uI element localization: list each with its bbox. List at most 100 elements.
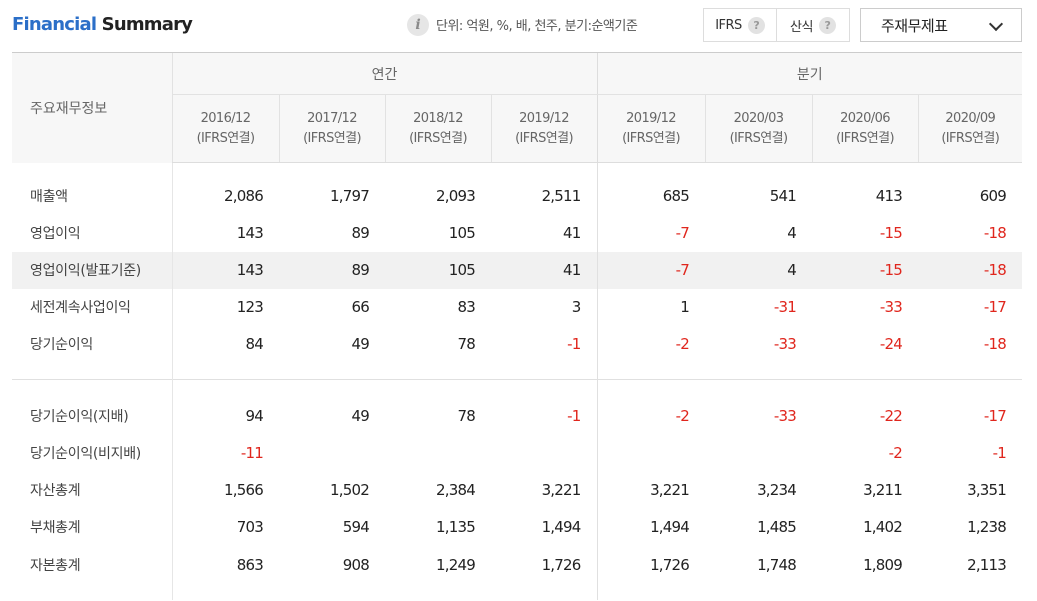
statement-select[interactable]: 주재무제표 (860, 8, 1022, 42)
statement-select-value: 주재무제표 (881, 16, 948, 35)
value-cell: -1 (992, 443, 1007, 462)
info-icon[interactable]: i (407, 14, 429, 36)
summary-header: Financial Summary i 단위: 억원, %, 배, 천주, 분기… (0, 0, 1037, 50)
chevron-down-icon (988, 16, 1004, 32)
formula-help-icon[interactable]: ? (818, 16, 836, 34)
value-cell: 89 (351, 224, 370, 242)
value-cell: -31 (773, 298, 797, 316)
section-divider (12, 379, 1023, 380)
value-cell: 1,238 (967, 517, 1007, 536)
value-cell: 3,221 (541, 480, 582, 499)
value-cell: 3,234 (757, 480, 797, 499)
title-highlight: Financial (12, 14, 97, 35)
value-cell: 3,351 (967, 480, 1007, 499)
value-cell: 1,494 (541, 517, 582, 536)
table-row: 자산총계 1,566 1,502 2,384 3,221 3,221 3,234 3,211 3… (12, 471, 1022, 508)
table-body: 매출액 2,086 1,797 2,093 2,511 685 541 413 609 영업이익 1… (12, 162, 1023, 600)
value-cell: 908 (342, 556, 370, 574)
value-cell: 89 (279, 251, 385, 289)
value-cell: 413 (875, 187, 903, 205)
value-cell: 3,211 (863, 480, 903, 499)
table-row: 부채총계 703 594 1,135 1,494 1,494 1,485 1,402 1,238 (12, 508, 1022, 545)
row-label: 부채총계 (30, 519, 81, 536)
ifrs-toggle[interactable]: IFRS ? (704, 9, 776, 41)
group-annual: 연간 (171, 52, 598, 95)
table-row: 당기순이익(비지배) -11 -2 -1 (12, 434, 1022, 471)
value-cell: 1,494 (596, 508, 706, 545)
value-cell: 1,726 (541, 556, 582, 574)
value-cell: 1,135 (436, 517, 476, 536)
spacer-row (12, 585, 1022, 600)
formula-label: 산식 (790, 19, 813, 35)
value-cell: -33 (879, 298, 903, 316)
table-row: 세전계속사업이익 123 66 83 3 1 -31 -33 -17 (12, 288, 1022, 326)
table-row: 자본총계 863 908 1,249 1,726 1,726 1,748 1,809 2,113 (12, 545, 1022, 585)
value-cell: 84 (171, 325, 279, 363)
value-cell: 94 (171, 397, 279, 434)
value-cell: 1,809 (863, 556, 903, 574)
value-cell: 1,249 (436, 556, 476, 574)
ifrs-help-icon[interactable]: ? (747, 16, 765, 34)
row-label: 매출액 (30, 189, 68, 205)
header-row-groups: 주요재무정보 연간 분기 (12, 52, 1023, 163)
column-header: 2020/06 (IFRS연결) (811, 94, 919, 163)
value-cell: 594 (342, 517, 370, 536)
section-title: Financial Summary (12, 14, 193, 35)
value-cell: 1,797 (330, 187, 370, 205)
value-cell: 143 (171, 214, 279, 252)
row-label: 영업이익(발표기준) (12, 251, 172, 289)
value-cell: 41 (563, 224, 581, 242)
spacer-row (12, 162, 1022, 178)
ifrs-label: IFRS (715, 17, 742, 33)
value-cell (596, 434, 706, 471)
row-header-label: 주요재무정보 (12, 52, 172, 163)
value-cell: 4 (787, 224, 797, 242)
value-cell: 78 (457, 335, 476, 353)
value-cell: -18 (983, 335, 1007, 353)
row-label: 자산총계 (30, 482, 81, 499)
column-header: 2019/12 (IFRS연결) (490, 94, 598, 163)
row-label: 당기순이익(비지배) (30, 445, 141, 462)
value-cell: 105 (448, 224, 476, 242)
value-cell: 2,113 (967, 556, 1007, 574)
row-label: 당기순이익(지배) (30, 408, 129, 425)
value-cell (491, 434, 597, 471)
value-cell: -7 (596, 214, 706, 252)
financial-summary-table: 주요재무정보 연간 분기 2016/12 (IFRS연결) 2017/12 (IFR… (12, 52, 1023, 600)
formula-toggle[interactable]: 산식 ? (776, 9, 849, 41)
value-cell: 703 (171, 508, 279, 545)
value-cell: 1,566 (171, 471, 279, 508)
value-cell: -33 (773, 406, 797, 425)
value-cell: 3 (571, 298, 582, 316)
title-rest: Summary (96, 14, 193, 35)
value-cell: 49 (351, 406, 370, 425)
value-cell: 1,502 (330, 480, 370, 499)
column-header: 2017/12 (IFRS연결) (278, 94, 385, 163)
value-cell: -15 (879, 224, 903, 242)
value-cell: -33 (773, 335, 797, 353)
value-cell: 41 (491, 251, 598, 289)
column-header: 2018/12 (IFRS연결) (384, 94, 491, 163)
column-header: 2016/12 (IFRS연결) (171, 94, 279, 163)
row-label: 자본총계 (30, 558, 81, 574)
column-header: 2020/03 (IFRS연결) (704, 94, 813, 163)
value-cell: 143 (171, 251, 279, 289)
value-cell: -11 (171, 434, 279, 471)
value-cell: 1,726 (596, 545, 706, 585)
value-cell: 863 (171, 545, 279, 585)
value-cell: 1 (596, 288, 706, 326)
value-cell: 83 (457, 298, 476, 316)
value-cell: 2,384 (436, 480, 476, 499)
value-cell: 2,093 (436, 187, 476, 205)
value-cell: 3,221 (596, 471, 706, 508)
row-label: 세전계속사업이익 (30, 300, 131, 316)
value-cell: 1,748 (757, 556, 797, 574)
value-cell: 2,086 (171, 177, 279, 215)
value-cell: -15 (812, 251, 919, 289)
value-cell: -1 (567, 406, 581, 425)
value-cell: 1,402 (863, 517, 903, 536)
value-cell: -22 (879, 406, 903, 425)
value-cell: 66 (351, 298, 370, 316)
value-cell: 541 (769, 187, 797, 205)
group-quarterly: 분기 (596, 52, 1023, 95)
